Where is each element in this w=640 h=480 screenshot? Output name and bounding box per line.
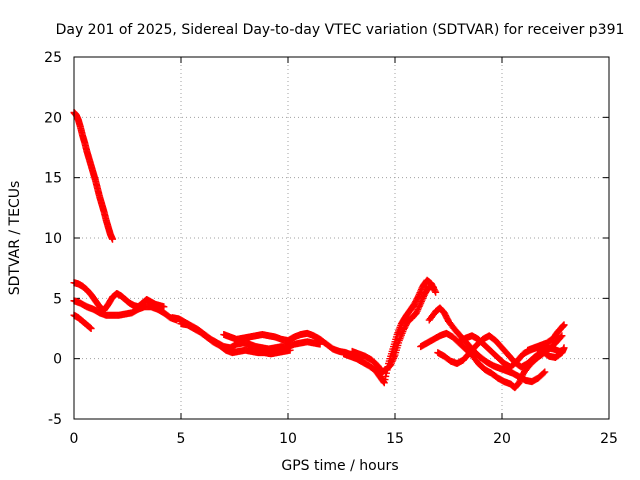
series-arc-10 (417, 329, 566, 392)
data-point (431, 287, 439, 295)
y-tick-label: 10 (44, 231, 62, 247)
y-tick-label: 15 (44, 171, 62, 187)
x-axis-ticks: 0 5 10 15 20 25 (70, 57, 618, 447)
series-arc-1 (70, 109, 117, 243)
series-arc-7 (220, 329, 356, 359)
data-point (415, 302, 423, 310)
series-arc-11 (425, 304, 549, 386)
data-point (417, 298, 425, 306)
data-point (420, 293, 428, 301)
x-tick-label: 0 (70, 431, 79, 447)
series-arc-14 (524, 321, 568, 354)
data-point (415, 292, 423, 300)
data-point (430, 283, 438, 291)
series-arc-2 (70, 279, 168, 314)
data-point (558, 332, 566, 340)
x-tick-label: 5 (177, 431, 186, 447)
data-point (560, 321, 568, 329)
data-point (390, 353, 398, 361)
x-tick-label: 10 (279, 431, 297, 447)
data-points (70, 109, 568, 392)
plot-frame (73, 56, 610, 420)
data-point (387, 361, 395, 369)
x-tick-label: 20 (493, 431, 511, 447)
data-point (389, 356, 397, 364)
data-point (388, 357, 396, 365)
data-point (419, 294, 427, 302)
data-point (160, 303, 168, 311)
y-tick-label: 0 (53, 352, 62, 368)
data-point (380, 379, 388, 387)
data-point (390, 354, 398, 362)
y-tick-label: 25 (44, 50, 62, 66)
data-point (417, 299, 425, 307)
data-point (87, 325, 95, 332)
data-point (560, 344, 568, 352)
data-point (541, 368, 549, 376)
data-point (413, 307, 421, 315)
data-point (432, 288, 440, 296)
x-axis-label: GPS time / hours (281, 458, 398, 474)
x-tick-label: 15 (386, 431, 404, 447)
data-point (415, 304, 423, 312)
data-point (515, 379, 523, 387)
data-point (540, 369, 548, 377)
data-point (412, 309, 420, 317)
data-point (387, 359, 395, 367)
y-tick-label: -5 (48, 412, 62, 428)
data-point (557, 333, 565, 341)
x-tick-label: 25 (600, 431, 618, 447)
data-point (415, 290, 423, 298)
series-arc-9 (348, 282, 438, 376)
series-arc-5 (168, 314, 324, 353)
y-tick-label: 20 (44, 110, 62, 126)
data-point (286, 346, 294, 354)
data-point (109, 235, 117, 243)
data-point (416, 301, 424, 309)
series-arc-6 (177, 320, 294, 358)
data-point (418, 296, 426, 304)
chart-title: Day 201 of 2025, Sidereal Day-to-day VTE… (56, 22, 625, 38)
data-point (414, 306, 422, 314)
grid-lines (74, 57, 609, 419)
data-point (382, 372, 390, 380)
data-point (381, 376, 389, 384)
y-axis-label: SDTVAR / TECUs (7, 181, 23, 296)
y-tick-label: 5 (53, 291, 62, 307)
